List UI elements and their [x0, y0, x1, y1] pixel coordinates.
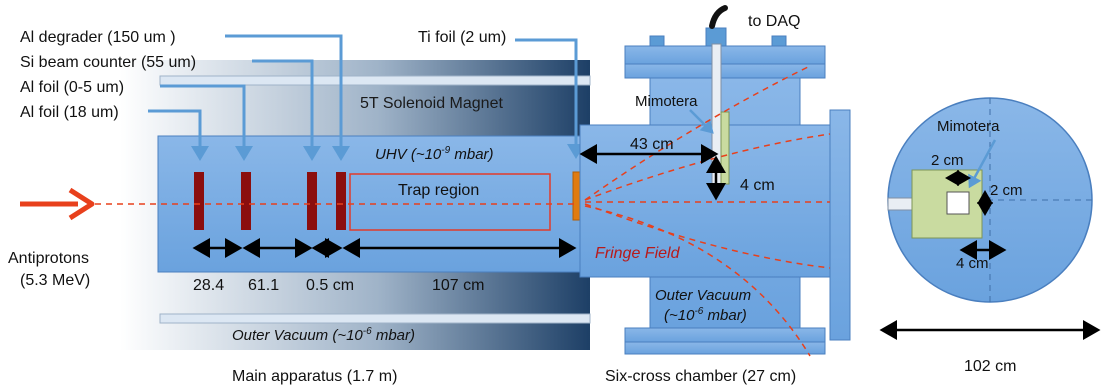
ti-foil-label: Ti foil (2 um): [418, 29, 506, 46]
face-sensor: [946, 191, 970, 215]
al-foil-05-plate: [241, 172, 251, 230]
al-foil-18-plate: [194, 172, 204, 230]
uhv-label: UHV (~10-9 mbar): [375, 145, 494, 163]
daq-cable: [709, 5, 728, 29]
six-cross-right-flange: [829, 109, 851, 341]
al-foil-18-leader: [148, 109, 209, 161]
fringe-line-4: [584, 203, 831, 269]
al-foil-18-label: Al foil (18 um): [20, 104, 119, 121]
al-foil-05-label: Al foil (0-5 um): [20, 79, 124, 96]
mimotera-detector: [720, 111, 730, 185]
solenoid-bottom-tube: [159, 313, 591, 324]
outer-vacuum-main-label: Outer Vacuum (~10-6 mbar): [232, 326, 415, 344]
mimotera-label: Mimotera: [635, 93, 698, 110]
antiproton-arrow-head: [68, 187, 95, 221]
si-counter-label: Si beam counter (55 um): [20, 54, 196, 71]
outer-vacuum-cross-l1: Outer Vacuum: [655, 287, 751, 304]
si-counter-plate: [307, 172, 317, 230]
six-cross-top-flange-tab-r: [771, 35, 787, 47]
main-apparatus-caption: Main apparatus (1.7 m): [232, 368, 397, 385]
outer-vacuum-cross-l2: (~10-6 mbar): [664, 306, 747, 324]
trap-region-label: Trap region: [398, 182, 479, 199]
six-cross-bottom-flange: [624, 327, 826, 343]
al-degrader-label: Al degrader (150 um ): [20, 29, 176, 46]
mimotera-right-label: Mimotera: [937, 118, 1000, 135]
dist-label-43: 43 cm: [630, 136, 674, 153]
dist-label-28: 28.4: [193, 277, 224, 294]
dist-label-107: 107 cm: [432, 277, 484, 294]
six-cross-top-flange-tab-l: [649, 35, 665, 47]
dist-label-4: 4 cm: [740, 177, 775, 194]
face-2cm-top-label: 2 cm: [931, 152, 964, 169]
mimotera-right-leader: [968, 139, 997, 189]
solenoid-label: 5T Solenoid Magnet: [360, 95, 503, 112]
trap-region-box: [349, 173, 551, 231]
al-degrader-plate: [336, 172, 346, 230]
face-2cm-side-label: 2 cm: [990, 182, 1023, 199]
al-degrader-leader: [225, 34, 350, 161]
six-cross-top-flange2: [624, 63, 826, 79]
mimotera-leader: [689, 109, 714, 134]
antiprotons-label: Antiprotons: [8, 250, 89, 267]
energy-label: (5.3 MeV): [20, 272, 90, 289]
six-cross-top-flange: [624, 45, 826, 65]
fringe-field-label: Fringe Field: [595, 245, 681, 262]
six-cross-caption: Six-cross chamber (27 cm): [605, 368, 796, 385]
si-counter-leader: [252, 59, 321, 161]
face-4cm-label: 4 cm: [956, 255, 989, 272]
fringe-line-5: [584, 205, 811, 357]
six-cross-bottom-flange2: [624, 341, 826, 355]
al-foil-05-leader: [160, 84, 253, 161]
dist-label-05: 0.5 cm: [306, 277, 354, 294]
ti-foil-leader: [515, 38, 585, 159]
six-cross-top-flange-tab-c: [705, 27, 727, 47]
face-102-label: 102 cm: [964, 358, 1016, 375]
dist-label-61: 61.1: [248, 277, 279, 294]
fringe-line-1: [584, 65, 811, 201]
solenoid-top-tube: [159, 75, 591, 86]
to-daq-label: to DAQ: [748, 13, 800, 30]
